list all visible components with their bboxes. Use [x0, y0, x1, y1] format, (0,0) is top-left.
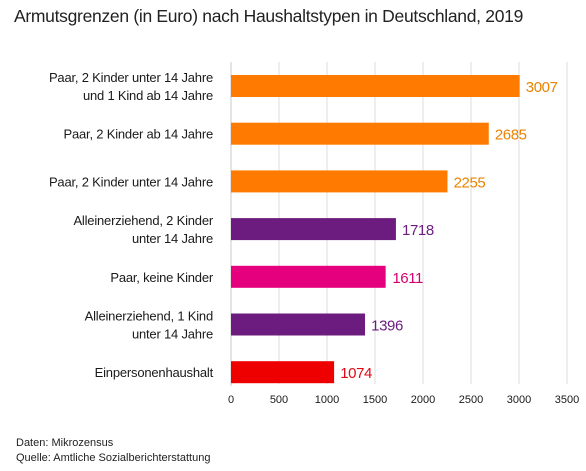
- category-label-line: Alleinerziehend, 1 Kind: [85, 309, 213, 324]
- category-label-line: Paar, 2 Kinder ab 14 Jahre: [64, 127, 213, 142]
- x-tick-label: 500: [270, 394, 288, 406]
- category-label-line: Einpersonenhaushalt: [95, 365, 214, 380]
- bar: [231, 313, 366, 336]
- data-label: 1718: [402, 222, 434, 239]
- chart-title: Armutsgrenzen (in Euro) nach Haushaltsty…: [14, 6, 524, 26]
- category-label-line: Paar, 2 Kinder unter 14 Jahre: [49, 174, 213, 189]
- bars: [231, 75, 520, 384]
- bar: [231, 361, 335, 384]
- category-label: Alleinerziehend, 2 Kinder unter 14 Jahre: [73, 213, 213, 246]
- category-label-line: unter 14 Jahre: [132, 327, 213, 342]
- category-label-line: Paar, keine Kinder: [110, 270, 214, 285]
- x-tick-label: 3000: [507, 394, 531, 406]
- x-tick-label: 2500: [459, 394, 483, 406]
- data-source-note: Daten: Mikrozensus: [16, 437, 114, 449]
- value-labels: 3007 2685 2255 1718 1611 1396 1074: [340, 79, 558, 382]
- data-label: 2255: [454, 174, 486, 191]
- data-label: 1611: [392, 270, 423, 287]
- publisher-source-note: Quelle: Amtliche Sozialberichterstattung: [16, 452, 211, 464]
- category-label: Paar, 2 Kinder unter 14 Jahre und 1 Kind …: [49, 70, 213, 103]
- category-label: Paar, keine Kinder: [110, 270, 214, 285]
- data-label: 1396: [371, 318, 403, 335]
- data-label: 2685: [495, 127, 527, 144]
- x-tick-label: 2000: [411, 394, 435, 406]
- category-label: Alleinerziehend, 1 Kind unter 14 Jahre: [85, 309, 213, 342]
- x-tick-labels: 0 500 1000 1500 2000 2500 3000 3500: [228, 394, 579, 406]
- x-tick-label: 1500: [363, 394, 387, 406]
- category-label-line: Alleinerziehend, 2 Kinder: [73, 213, 213, 228]
- category-label: Paar, 2 Kinder unter 14 Jahre: [49, 174, 213, 189]
- bar: [231, 265, 386, 288]
- category-label-line: und 1 Kind ab 14 Jahre: [83, 88, 213, 103]
- category-labels: Paar, 2 Kinder unter 14 Jahre und 1 Kind …: [49, 70, 214, 380]
- category-label: Paar, 2 Kinder ab 14 Jahre: [64, 127, 213, 142]
- data-label: 1074: [340, 365, 372, 382]
- category-label-line: unter 14 Jahre: [132, 231, 213, 246]
- x-tick-label: 3500: [555, 394, 579, 406]
- category-label-line: Paar, 2 Kinder unter 14 Jahre: [49, 70, 213, 85]
- category-label: Einpersonenhaushalt: [95, 365, 214, 380]
- bar: [231, 75, 520, 97]
- bar: [231, 218, 396, 241]
- bar: [231, 170, 448, 193]
- data-label: 3007: [526, 79, 558, 96]
- x-tick-label: 1000: [315, 394, 339, 406]
- bar: [231, 122, 489, 145]
- x-tick-label: 0: [228, 394, 234, 406]
